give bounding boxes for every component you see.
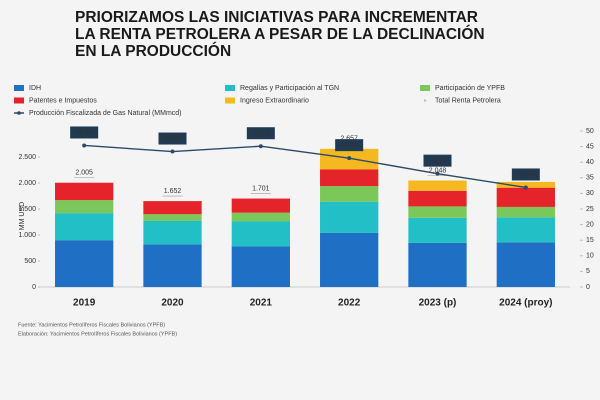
y-axis-label: MM USD [19, 202, 26, 230]
bar-segment [55, 200, 114, 214]
bar-segment [320, 186, 379, 202]
line-point [82, 143, 87, 148]
bar-segment [143, 244, 202, 287]
y-tick-label: 1.500 [18, 206, 36, 213]
bar-segment [143, 220, 202, 245]
y-tick-label: 0 [32, 284, 36, 291]
line-label: 45,36 [75, 129, 93, 136]
legend-label: Participación de YPFB [435, 85, 505, 92]
y-tick-label: 1.000 [18, 232, 36, 239]
elaboration-note: Elaboración: Yacimientos Petrolíferos Fi… [18, 331, 177, 337]
y-tick-label: 500 [24, 258, 36, 265]
y2-tick-label: 45 [586, 143, 594, 150]
x-tick-label: 2022 [338, 298, 361, 309]
y2-tick-label: 20 [586, 221, 594, 228]
line-label: 45,12 [252, 130, 270, 137]
legend-label: Regalías y Participación al TGN [240, 85, 339, 92]
bar-segment [496, 217, 555, 243]
y-tick-label: 2.000 [18, 180, 36, 187]
y-tick-label: 2.500 [18, 154, 36, 161]
x-tick-label: 2019 [73, 298, 96, 309]
y2-tick-label: 10 [586, 253, 594, 260]
line-point [347, 156, 352, 161]
bar-segment [231, 212, 290, 222]
y2-tick-label: 35 [586, 175, 594, 182]
bar-segment [408, 180, 467, 191]
legend-label: IDH [29, 85, 41, 92]
line-label: 31,90 [517, 171, 535, 178]
line-point [435, 171, 440, 176]
bar-segment [408, 242, 467, 287]
legend-label: Ingreso Extraordinario [240, 97, 309, 104]
bar-segment [143, 201, 202, 215]
bar-segment [408, 206, 467, 218]
y2-tick-label: 5 [586, 268, 590, 275]
bar-segment [55, 213, 114, 241]
bar-segment [55, 182, 114, 201]
total-label: 2.048 [429, 167, 447, 174]
bar-segment [320, 169, 379, 187]
legend-swatch [14, 85, 24, 91]
y2-tick-label: 30 [586, 190, 594, 197]
bar-segment [496, 242, 555, 287]
x-tick-label: 2024 (proy) [499, 298, 552, 309]
bar-segment [496, 181, 555, 188]
total-label: 2.005 [75, 170, 93, 177]
line-label: 41,30 [340, 142, 358, 149]
legend-label: Patentes e Impuestos [29, 97, 97, 104]
bar-segment [496, 206, 555, 218]
y2-tick-label: 0 [586, 284, 590, 291]
bar-segment [320, 232, 379, 287]
y2-tick-label: 40 [586, 159, 594, 166]
x-tick-label: 2021 [250, 298, 273, 309]
line-label-box [70, 126, 99, 139]
line-label-box [158, 132, 187, 145]
legend-label: Producción Fiscalizada de Gas Natural (M… [29, 110, 182, 117]
legend-label: Total Renta Petrolera [435, 97, 501, 104]
bar-segment [320, 201, 379, 233]
y2-tick-label: 25 [586, 206, 594, 213]
total-label: 1.701 [252, 185, 270, 192]
chart-title: PRIORIZAMOS LAS INICIATIVAS PARA INCREME… [75, 9, 485, 60]
production-line [84, 144, 526, 189]
line-label-box [511, 168, 540, 181]
bar-segment [408, 190, 467, 207]
legend-swatch [17, 111, 21, 115]
legend-swatch [423, 99, 427, 102]
y2-tick-label: 50 [586, 128, 594, 135]
legend-swatch [225, 85, 235, 91]
total-label: 1.652 [164, 188, 182, 195]
bar-segment [55, 240, 114, 287]
bar-segment [496, 187, 555, 207]
line-label-box [335, 139, 364, 152]
line-point [523, 185, 528, 190]
line-label: 36,33 [429, 157, 447, 164]
y2-tick-label: 15 [586, 237, 594, 244]
legend-swatch [225, 97, 235, 104]
bar-segment [231, 221, 290, 247]
legend-swatch [420, 85, 430, 91]
line-label-box [246, 127, 275, 140]
line-label-box [423, 154, 452, 167]
source-note: Fuente: Yacimientos Petrolíferos Fiscale… [18, 322, 165, 328]
x-tick-label: 2023 (p) [419, 298, 457, 309]
bar-segment [143, 214, 202, 221]
line-point [170, 149, 175, 154]
bar-segment [231, 198, 290, 213]
bar-segment [408, 217, 467, 243]
line-label: 43,42 [164, 135, 182, 142]
bar-segment [231, 246, 290, 287]
line-point [258, 144, 263, 149]
x-tick-label: 2020 [161, 298, 184, 309]
legend-swatch [14, 97, 24, 104]
